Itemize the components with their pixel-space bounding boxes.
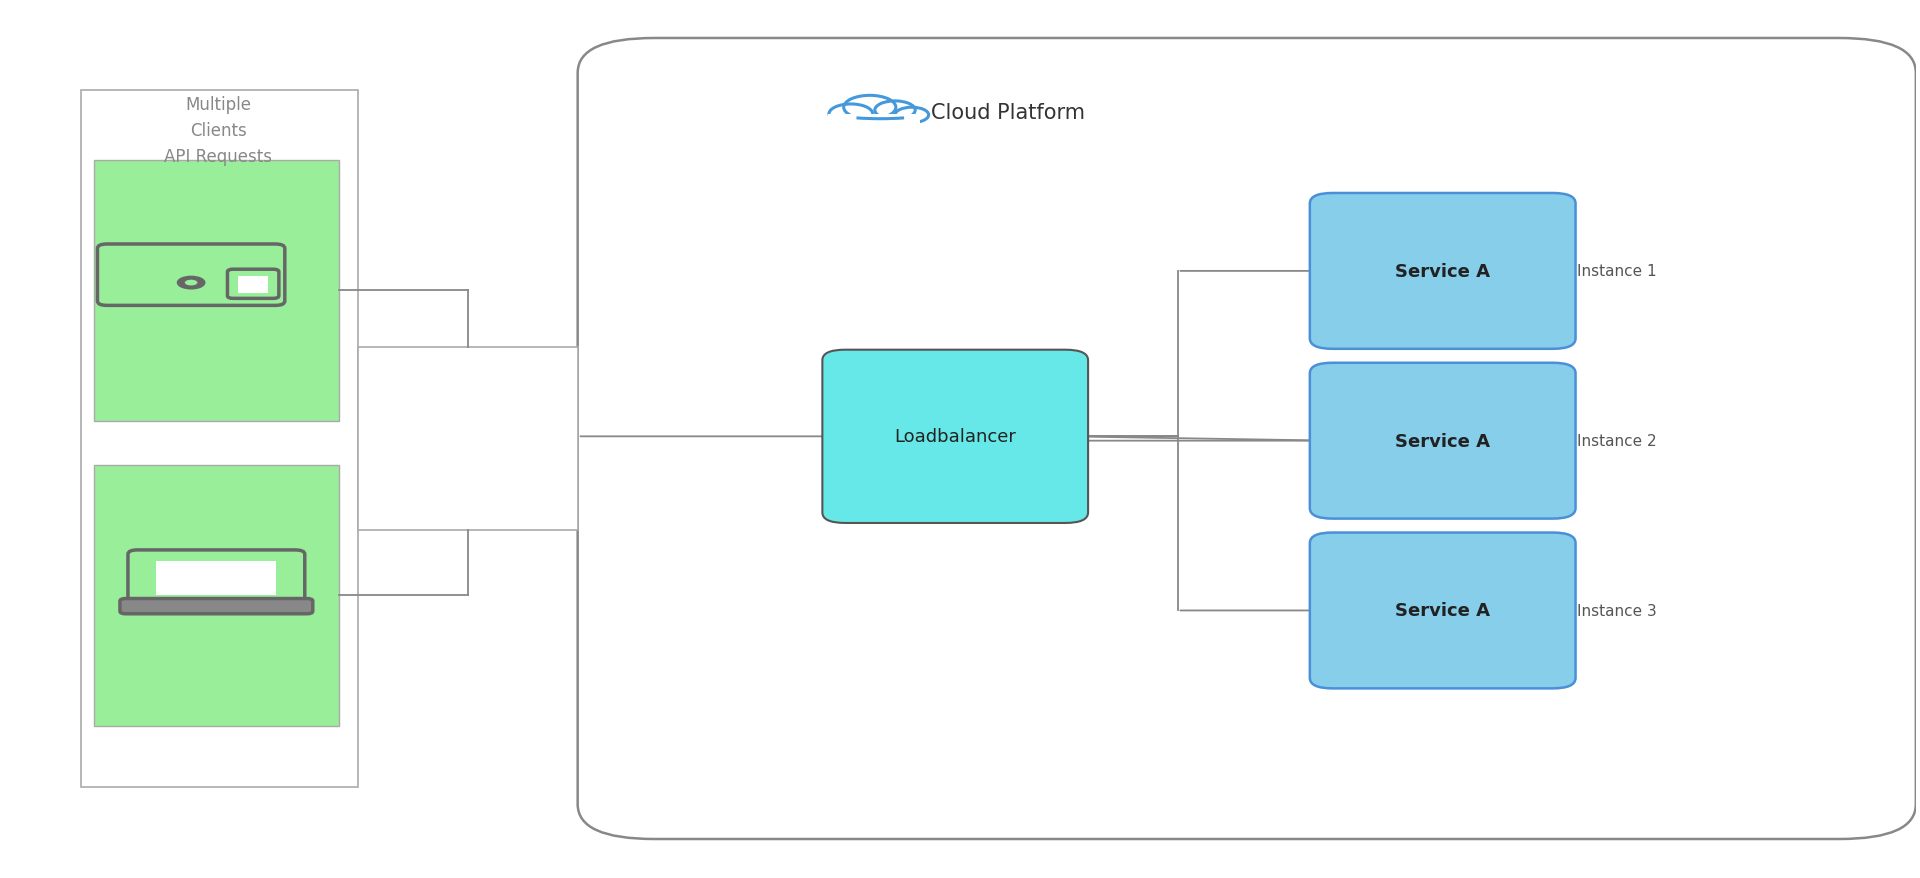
Text: Service A: Service A bbox=[1396, 263, 1490, 281]
Circle shape bbox=[829, 104, 874, 125]
FancyBboxPatch shape bbox=[828, 114, 920, 128]
Circle shape bbox=[895, 108, 929, 124]
Text: Service A: Service A bbox=[1396, 601, 1490, 620]
FancyBboxPatch shape bbox=[119, 599, 313, 614]
Text: Service A: Service A bbox=[1396, 432, 1490, 450]
FancyBboxPatch shape bbox=[129, 551, 305, 604]
Text: Multiple
Clients
API Requests: Multiple Clients API Requests bbox=[165, 96, 273, 166]
FancyBboxPatch shape bbox=[227, 270, 278, 299]
FancyBboxPatch shape bbox=[357, 348, 578, 530]
FancyBboxPatch shape bbox=[578, 39, 1916, 839]
FancyBboxPatch shape bbox=[822, 350, 1089, 523]
Circle shape bbox=[184, 280, 198, 286]
FancyBboxPatch shape bbox=[1309, 363, 1576, 519]
Text: Instance 2: Instance 2 bbox=[1578, 434, 1657, 449]
FancyBboxPatch shape bbox=[1309, 194, 1576, 349]
FancyBboxPatch shape bbox=[1309, 533, 1576, 688]
FancyBboxPatch shape bbox=[156, 561, 276, 595]
Text: Instance 1: Instance 1 bbox=[1578, 264, 1657, 279]
FancyBboxPatch shape bbox=[238, 277, 269, 293]
FancyBboxPatch shape bbox=[98, 245, 284, 306]
FancyBboxPatch shape bbox=[123, 255, 207, 295]
FancyBboxPatch shape bbox=[94, 161, 338, 421]
Text: Instance 3: Instance 3 bbox=[1578, 603, 1657, 618]
Circle shape bbox=[177, 277, 205, 290]
Circle shape bbox=[876, 102, 916, 120]
Circle shape bbox=[843, 97, 897, 120]
Text: Loadbalancer: Loadbalancer bbox=[895, 428, 1016, 446]
Text: Cloud Platform: Cloud Platform bbox=[931, 103, 1085, 123]
FancyBboxPatch shape bbox=[81, 91, 357, 787]
FancyBboxPatch shape bbox=[94, 465, 338, 726]
